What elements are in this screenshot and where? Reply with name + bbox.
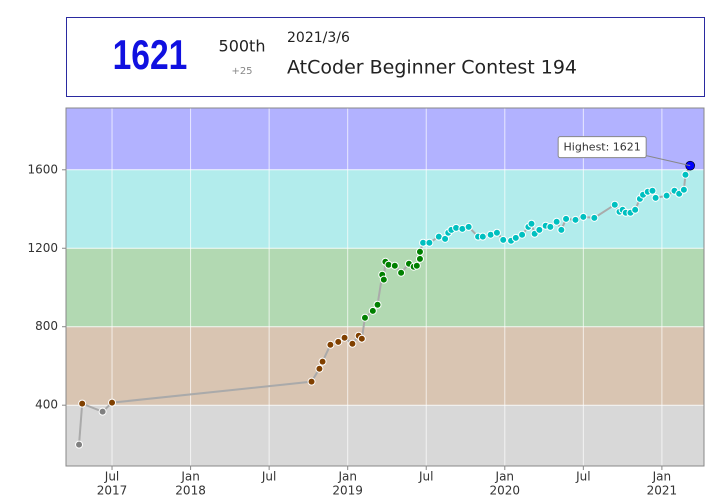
rating-point — [546, 222, 555, 231]
rating-point — [535, 225, 544, 234]
contest-name: AtCoder Beginner Contest 194 — [287, 57, 577, 79]
y-tick-label: 800 — [35, 319, 58, 333]
rating-point — [579, 212, 588, 221]
rating-point — [373, 300, 382, 309]
annotation-box — [557, 136, 647, 159]
rating-point — [662, 191, 671, 200]
x-tick-label: Jan — [495, 470, 515, 484]
rating-point — [681, 170, 690, 179]
rating-point — [397, 268, 406, 277]
plot-frame — [65, 107, 705, 467]
rating-point — [571, 215, 580, 224]
rating-point — [360, 313, 369, 322]
rating-point — [441, 234, 450, 243]
rating-point — [464, 222, 473, 231]
annotation-pointer — [646, 155, 691, 167]
rating-point — [315, 364, 324, 373]
rating-point — [415, 254, 424, 263]
x-year-label: 2018 — [175, 484, 206, 498]
rating-point — [307, 377, 316, 386]
rating-point — [425, 238, 434, 247]
rating-point — [631, 205, 640, 214]
x-year-label: 2019 — [332, 484, 363, 498]
rating-point — [368, 306, 377, 315]
rating-point — [340, 333, 349, 342]
rating-point — [108, 398, 117, 407]
rating-point — [78, 399, 87, 408]
x-tick-label: Jan — [652, 470, 672, 484]
rating-point — [348, 339, 357, 348]
rating-point — [527, 219, 536, 228]
x-tick-label: Jul — [418, 470, 433, 484]
x-tick-label: Jul — [261, 470, 276, 484]
rating-point — [499, 235, 508, 244]
rating-point — [318, 357, 327, 366]
rating-point — [610, 200, 619, 209]
rating-point — [492, 228, 501, 237]
x-year-label: 2017 — [97, 484, 128, 498]
rating-point — [679, 185, 688, 194]
rank: 500th — [219, 37, 266, 56]
rating-point — [651, 193, 660, 202]
rating-point — [98, 407, 107, 416]
rating-point — [412, 261, 421, 270]
y-tick-label: 1600 — [27, 162, 58, 176]
rating-point — [478, 232, 487, 241]
rating-point — [511, 233, 520, 242]
x-year-label: 2020 — [490, 484, 521, 498]
rating-point — [552, 217, 561, 226]
rating-band — [66, 169, 704, 249]
x-tick-label: Jan — [337, 470, 357, 484]
x-tick-label: Jan — [180, 470, 200, 484]
rating-point — [518, 230, 527, 239]
contest-date: 2021/3/6 — [287, 30, 350, 46]
y-tick-label: 1200 — [27, 241, 58, 255]
rating: 1621 — [113, 33, 188, 79]
rating-point — [390, 261, 399, 270]
rating-point — [562, 214, 571, 223]
rating-point — [326, 340, 335, 349]
rating-point — [75, 440, 84, 449]
rating-point — [557, 225, 566, 234]
rating-point — [334, 337, 343, 346]
x-tick-label: Jul — [575, 470, 590, 484]
y-tick-label: 400 — [35, 398, 58, 412]
rating-point — [648, 186, 657, 195]
header-box — [66, 17, 705, 97]
rating-change: +25 — [231, 66, 252, 77]
rating-point — [357, 334, 366, 343]
rating-point — [415, 247, 424, 256]
rating-band — [66, 405, 704, 466]
rating-band — [66, 326, 704, 406]
rating-point — [379, 275, 388, 284]
annotation: Highest: 1621 — [564, 141, 641, 154]
x-year-label: 2021 — [647, 484, 678, 498]
rating-point — [590, 213, 599, 222]
x-tick-label: Jul — [104, 470, 119, 484]
